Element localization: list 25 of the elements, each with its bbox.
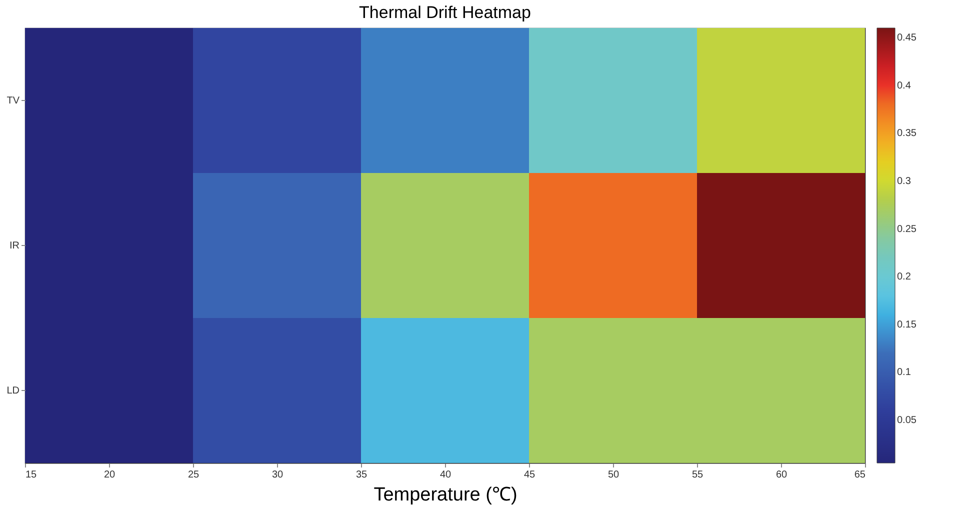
x-tick-label: 40 (440, 470, 452, 480)
color-bar-label: 0.45 (897, 32, 917, 44)
chart-title: Thermal Drift Heatmap (359, 3, 531, 22)
y-tick-label: LD (6, 386, 20, 396)
x-tick-label: 20 (104, 470, 116, 480)
x-tick-label: 65 (854, 470, 866, 480)
x-tick-label: 35 (356, 470, 368, 480)
y-tick-label: IR (10, 240, 20, 252)
color-bar-label: 0.25 (897, 224, 917, 235)
color-bar-label: 0.3 (897, 176, 912, 187)
color-bar-label: 0.15 (897, 319, 917, 330)
y-tick-label: TV (6, 96, 20, 106)
color-bar-label: 0.05 (897, 414, 917, 426)
color-bar-label: 0.4 (897, 80, 912, 92)
x-tick-label: 50 (608, 470, 620, 480)
x-tick-label: 55 (692, 470, 704, 480)
x-axis-title: Temperature (℃) (374, 484, 518, 506)
x-tick-label: 15 (26, 470, 38, 480)
x-tick-label: 45 (524, 470, 536, 480)
x-tick-label: 60 (776, 470, 788, 480)
x-tick-label: 25 (188, 470, 200, 480)
x-tick-label: 30 (272, 470, 284, 480)
color-bar-label: 0.1 (897, 367, 912, 378)
color-bar-label: 0.35 (897, 128, 917, 140)
color-bar-label: 0.2 (897, 272, 912, 283)
